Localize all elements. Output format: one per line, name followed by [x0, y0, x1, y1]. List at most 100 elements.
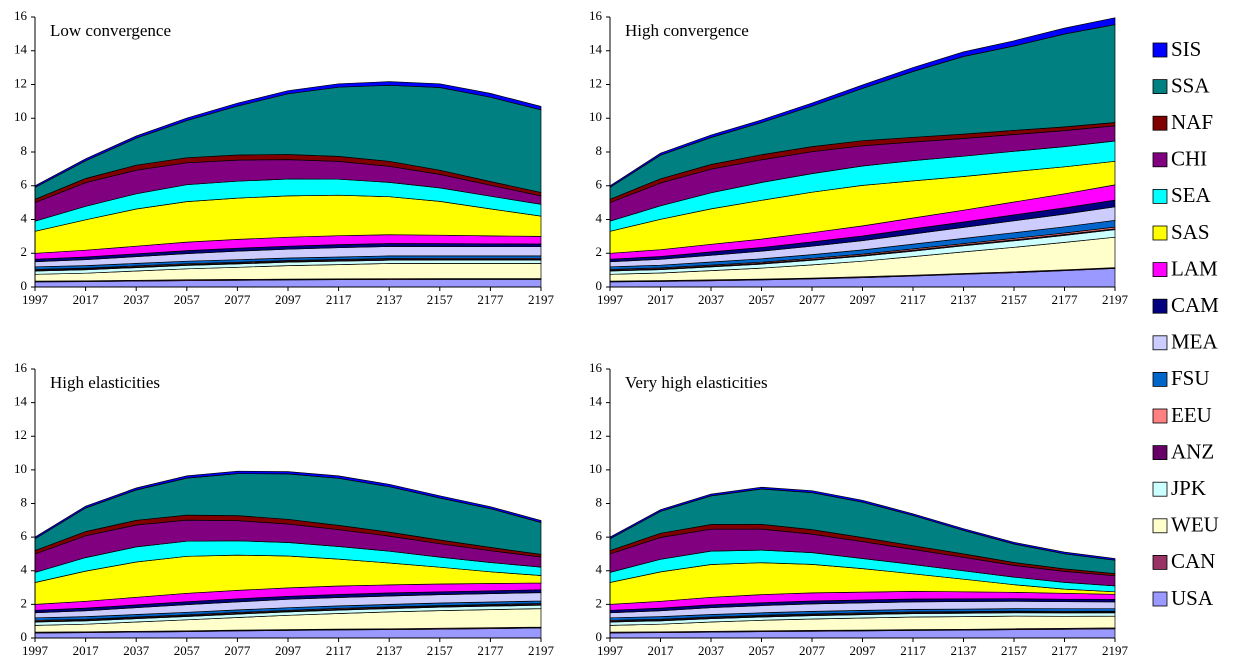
- y-tick-label: 2: [596, 595, 603, 610]
- y-tick-label: 8: [21, 143, 28, 158]
- chart-title: Very high elasticities: [625, 373, 768, 392]
- x-tick-label: 2037: [123, 292, 150, 307]
- y-tick-label: 4: [596, 210, 603, 225]
- y-tick-label: 12: [589, 427, 602, 442]
- area: [34, 81, 542, 188]
- legend-swatch: [1152, 152, 1168, 168]
- y-tick-label: 6: [21, 177, 28, 192]
- y-tick-label: 4: [21, 562, 28, 577]
- y-tick-label: 6: [596, 177, 603, 192]
- legend-swatch: [1152, 555, 1168, 570]
- legend-label: SEA: [1171, 183, 1212, 207]
- x-tick-label: 2097: [850, 643, 877, 658]
- x-tick-label: 2117: [900, 292, 926, 307]
- x-tick-label: 2057: [174, 292, 201, 307]
- legend-swatch: [1152, 262, 1168, 278]
- legend-swatch: [1152, 518, 1168, 534]
- x-tick-label: 2197: [528, 643, 555, 658]
- panel: 0 2 4 6 8 10 12 14 16 1997 2017 2037 2057 2077 2097 211…: [14, 360, 555, 658]
- y-tick-label: 14: [589, 394, 603, 409]
- x-tick-label: 2157: [1001, 643, 1028, 658]
- area: [34, 470, 542, 540]
- x-tick-label: 2077: [799, 643, 826, 658]
- legend-swatch: [1152, 298, 1168, 314]
- x-tick-label: 2117: [326, 292, 352, 307]
- y-tick-label: 0: [596, 629, 603, 644]
- x-tick-label: 2137: [951, 643, 978, 658]
- legend-label: NAF: [1171, 110, 1213, 134]
- legend-label: LAM: [1171, 256, 1218, 280]
- legend-label: WEU: [1171, 513, 1219, 537]
- y-tick-label: 0: [21, 629, 28, 644]
- y-tick-label: 16: [589, 8, 603, 23]
- x-tick-label: 2097: [275, 292, 302, 307]
- y-tick-label: 10: [14, 109, 27, 124]
- y-tick-label: 16: [14, 8, 28, 23]
- y-tick-label: 8: [596, 494, 603, 509]
- x-tick-label: 2157: [427, 643, 454, 658]
- y-tick-label: 8: [21, 494, 28, 509]
- x-tick-label: 2057: [174, 643, 201, 658]
- y-tick-label: 16: [14, 360, 28, 375]
- x-tick-label: 2097: [275, 643, 302, 658]
- legend: SIS SSA NAF CHI SEA SAS LAM CAM MEA FSU EEU ANZ JPK W…: [1152, 37, 1219, 610]
- legend-swatch: [1152, 408, 1168, 424]
- x-tick-label: 2117: [326, 643, 352, 658]
- x-tick-label: 2017: [73, 292, 100, 307]
- x-tick-label: 2077: [224, 643, 251, 658]
- y-tick-label: 2: [596, 244, 603, 259]
- x-tick-label: 2157: [427, 292, 454, 307]
- x-tick-label: 2157: [1001, 292, 1028, 307]
- x-tick-label: 2197: [1102, 292, 1129, 307]
- x-tick-label: 2037: [123, 643, 150, 658]
- x-tick-label: 2137: [376, 643, 403, 658]
- legend-label: CAM: [1171, 293, 1219, 317]
- y-tick-label: 8: [596, 143, 603, 158]
- panel: 0 2 4 6 8 10 12 14 16 1997 2017 2037 2057 2077 2097 211…: [589, 360, 1129, 658]
- legend-swatch: [1152, 42, 1168, 58]
- x-tick-label: 2177: [477, 292, 504, 307]
- y-tick-label: 0: [596, 278, 603, 293]
- x-tick-label: 2197: [1102, 643, 1129, 658]
- y-tick-label: 0: [21, 278, 28, 293]
- legend-label: MEA: [1171, 330, 1219, 354]
- legend-swatch: [1152, 225, 1168, 241]
- x-tick-label: 2137: [951, 292, 978, 307]
- x-tick-label: 2037: [698, 643, 725, 658]
- x-tick-label: 2097: [850, 292, 877, 307]
- x-tick-label: 1997: [597, 292, 624, 307]
- legend-label: USA: [1171, 586, 1214, 610]
- legend-label: CHI: [1171, 147, 1207, 171]
- x-tick-label: 2117: [900, 643, 926, 658]
- legend-swatch: [1152, 115, 1168, 131]
- y-tick-label: 14: [14, 42, 28, 57]
- x-tick-label: 2017: [648, 643, 675, 658]
- area: [609, 486, 1116, 561]
- y-tick-label: 2: [21, 244, 28, 259]
- x-tick-label: 2057: [749, 643, 776, 658]
- x-tick-label: 2177: [477, 643, 504, 658]
- y-tick-label: 14: [589, 42, 603, 57]
- x-tick-label: 2037: [698, 292, 725, 307]
- legend-label: CAN: [1171, 549, 1215, 573]
- y-tick-label: 4: [596, 562, 603, 577]
- legend-swatch: [1152, 371, 1168, 387]
- y-tick-label: 16: [589, 360, 603, 375]
- legend-label: FSU: [1171, 366, 1210, 390]
- legend-swatch: [1152, 591, 1168, 607]
- y-tick-label: 2: [21, 595, 28, 610]
- y-tick-label: 12: [14, 75, 27, 90]
- legend-swatch: [1152, 481, 1168, 497]
- y-tick-label: 10: [589, 109, 602, 124]
- y-tick-label: 10: [14, 461, 27, 476]
- y-tick-label: 6: [21, 528, 28, 543]
- legend-swatch: [1152, 445, 1168, 461]
- x-tick-label: 1997: [22, 292, 49, 307]
- legend-swatch: [1152, 188, 1168, 204]
- legend-label: SAS: [1171, 220, 1210, 244]
- chart-title: High convergence: [625, 21, 749, 40]
- y-tick-label: 10: [589, 461, 602, 476]
- panel: 0 2 4 6 8 10 12 14 16 1997 2017 2037 2057 2077 2097 211…: [589, 8, 1129, 307]
- panel: 0 2 4 6 8 10 12 14 16 1997 2017 2037 2057 2077 2097 211…: [14, 8, 555, 307]
- legend-label: SIS: [1171, 37, 1201, 61]
